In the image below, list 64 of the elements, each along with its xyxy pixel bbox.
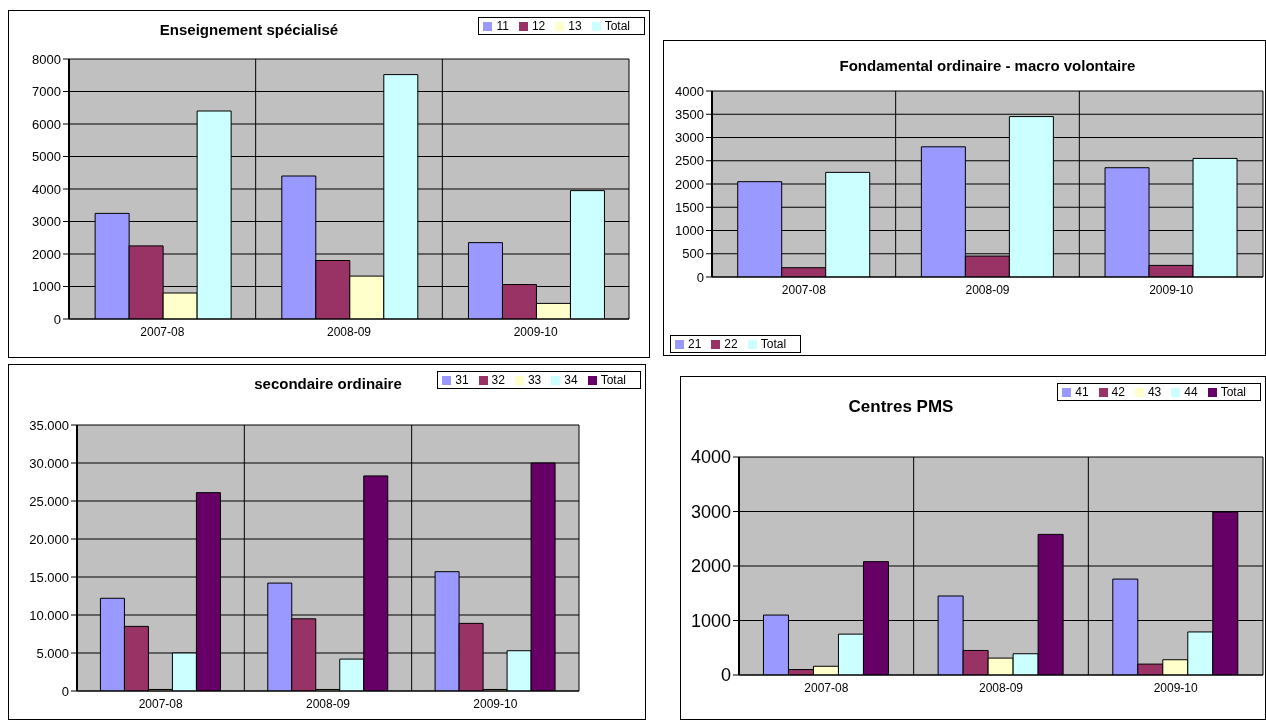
legend-label: Total bbox=[1220, 385, 1246, 399]
y-tick-label: 20.000 bbox=[29, 531, 69, 547]
y-tick-label: 3000 bbox=[32, 214, 61, 230]
y-tick-label: 500 bbox=[682, 246, 704, 262]
y-tick-label: 2000 bbox=[675, 176, 704, 192]
legend-label: 32 bbox=[491, 373, 505, 387]
y-tick-label: 0 bbox=[61, 683, 69, 699]
legend-label: 41 bbox=[1075, 385, 1089, 399]
x-tick-label: 2007-08 bbox=[138, 696, 184, 711]
legend-label: Total bbox=[604, 19, 630, 33]
legend-label: 22 bbox=[724, 337, 738, 351]
legend-label: 43 bbox=[1147, 385, 1162, 399]
legend-label: 34 bbox=[564, 373, 578, 387]
y-tick-label: 4000 bbox=[690, 447, 731, 468]
chart-title: Centres PMS bbox=[847, 397, 955, 417]
legend-label: Total bbox=[600, 373, 626, 387]
x-tick-label: 2007-08 bbox=[781, 282, 827, 297]
legend-label: 33 bbox=[527, 373, 542, 387]
y-tick-label: 0 bbox=[720, 665, 731, 686]
legend-label: 44 bbox=[1184, 385, 1198, 399]
chart-title: Enseignement spécialisé bbox=[158, 21, 340, 38]
x-tick-label: 2009-10 bbox=[1153, 680, 1199, 695]
y-tick-label: 5000 bbox=[32, 149, 61, 165]
x-tick-label: 2008-09 bbox=[326, 324, 372, 339]
legend-label: 13 bbox=[568, 19, 582, 33]
y-tick-label: 35.000 bbox=[29, 417, 69, 433]
y-tick-label: 2500 bbox=[675, 153, 704, 169]
legend-label: 21 bbox=[688, 337, 702, 351]
y-tick-label: 25.000 bbox=[29, 493, 69, 509]
legend-label: 31 bbox=[455, 373, 469, 387]
legend-label: Total bbox=[760, 337, 787, 351]
y-tick-label: 3000 bbox=[675, 130, 704, 146]
y-tick-label: 1000 bbox=[32, 279, 61, 295]
legend-label: 12 bbox=[531, 19, 546, 33]
y-tick-label: 0 bbox=[696, 269, 704, 285]
y-tick-label: 5.000 bbox=[36, 645, 69, 661]
x-tick-label: 2007-08 bbox=[140, 324, 185, 339]
y-tick-label: 4000 bbox=[32, 181, 61, 197]
y-tick-label: 1000 bbox=[690, 610, 731, 631]
x-tick-label: 2009-10 bbox=[473, 696, 518, 711]
y-tick-label: 6000 bbox=[32, 116, 61, 132]
legend-label: 42 bbox=[1111, 385, 1125, 399]
y-tick-label: 2000 bbox=[690, 556, 731, 577]
x-tick-label: 2009-10 bbox=[1149, 282, 1194, 297]
x-tick-label: 2008-09 bbox=[305, 696, 351, 711]
y-tick-label: 1000 bbox=[675, 223, 704, 239]
y-tick-label: 0 bbox=[53, 311, 61, 327]
y-tick-label: 7000 bbox=[32, 84, 61, 100]
legend-label: 11 bbox=[496, 19, 509, 33]
y-tick-label: 3000 bbox=[690, 501, 731, 522]
chart-title: secondaire ordinaire bbox=[254, 375, 402, 392]
y-tick-label: 1500 bbox=[675, 199, 704, 215]
y-tick-label: 8000 bbox=[32, 51, 61, 67]
chart-title: Fondamental ordinaire - macro volontaire bbox=[838, 57, 1137, 74]
y-tick-label: 30.000 bbox=[29, 455, 69, 471]
x-tick-label: 2009-10 bbox=[513, 324, 559, 339]
y-tick-label: 3500 bbox=[675, 106, 704, 122]
y-tick-label: 10.000 bbox=[29, 607, 69, 623]
x-tick-label: 2008-09 bbox=[965, 282, 1010, 297]
y-tick-label: 2000 bbox=[32, 246, 61, 262]
y-tick-label: 15.000 bbox=[29, 569, 69, 585]
y-tick-label: 4000 bbox=[675, 83, 704, 99]
x-tick-label: 2007-08 bbox=[804, 680, 849, 695]
x-tick-label: 2008-09 bbox=[978, 680, 1024, 695]
